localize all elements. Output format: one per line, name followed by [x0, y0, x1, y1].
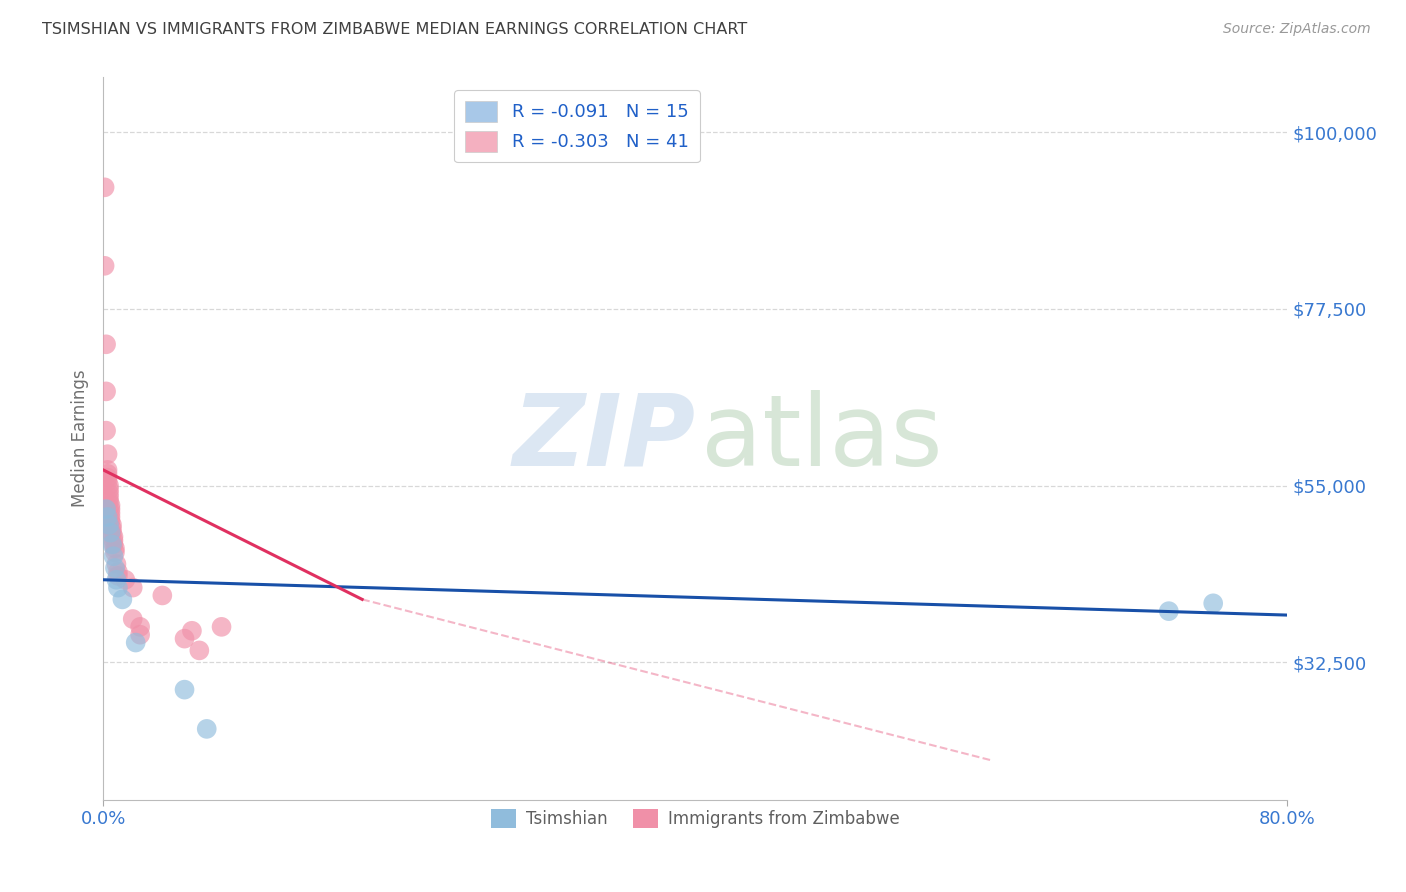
- Point: [121, 581, 143, 595]
- Point: [103, 530, 125, 544]
- Point: [98, 486, 121, 500]
- Point: [195, 722, 218, 736]
- Point: [97, 463, 120, 477]
- Point: [94, 384, 117, 399]
- Point: [97, 510, 120, 524]
- Point: [103, 549, 125, 564]
- Text: TSIMSHIAN VS IMMIGRANTS FROM ZIMBABWE MEDIAN EARNINGS CORRELATION CHART: TSIMSHIAN VS IMMIGRANTS FROM ZIMBABWE ME…: [42, 22, 748, 37]
- Point: [97, 471, 120, 485]
- Point: [93, 259, 115, 273]
- Point: [1157, 604, 1180, 618]
- Text: atlas: atlas: [702, 390, 942, 487]
- Point: [100, 510, 122, 524]
- Point: [97, 447, 120, 461]
- Point: [111, 592, 134, 607]
- Point: [125, 635, 148, 649]
- Point: [188, 643, 211, 657]
- Point: [129, 628, 152, 642]
- Point: [100, 502, 122, 516]
- Point: [94, 502, 117, 516]
- Point: [181, 624, 204, 638]
- Point: [101, 525, 124, 540]
- Point: [97, 467, 120, 481]
- Point: [105, 557, 128, 571]
- Point: [150, 589, 173, 603]
- Point: [100, 525, 122, 540]
- Point: [94, 337, 117, 351]
- Point: [101, 537, 124, 551]
- Point: [104, 561, 127, 575]
- Point: [98, 483, 121, 497]
- Point: [103, 533, 125, 548]
- Y-axis label: Median Earnings: Median Earnings: [72, 369, 89, 508]
- Point: [97, 475, 120, 489]
- Point: [105, 573, 128, 587]
- Point: [103, 537, 125, 551]
- Point: [98, 517, 121, 532]
- Point: [173, 632, 195, 646]
- Point: [98, 491, 121, 505]
- Point: [121, 612, 143, 626]
- Point: [173, 682, 195, 697]
- Point: [101, 522, 124, 536]
- Point: [101, 517, 124, 532]
- Point: [107, 565, 129, 579]
- Point: [94, 424, 117, 438]
- Point: [107, 581, 129, 595]
- Point: [129, 620, 152, 634]
- Point: [104, 545, 127, 559]
- Legend: Tsimshian, Immigrants from Zimbabwe: Tsimshian, Immigrants from Zimbabwe: [484, 802, 905, 835]
- Point: [104, 541, 127, 556]
- Point: [98, 494, 121, 508]
- Point: [100, 498, 122, 512]
- Point: [98, 478, 121, 492]
- Point: [211, 620, 233, 634]
- Point: [100, 514, 122, 528]
- Point: [114, 573, 136, 587]
- Text: Source: ZipAtlas.com: Source: ZipAtlas.com: [1223, 22, 1371, 37]
- Text: ZIP: ZIP: [512, 390, 695, 487]
- Point: [93, 180, 115, 194]
- Point: [1202, 596, 1225, 610]
- Point: [107, 569, 129, 583]
- Point: [100, 506, 122, 520]
